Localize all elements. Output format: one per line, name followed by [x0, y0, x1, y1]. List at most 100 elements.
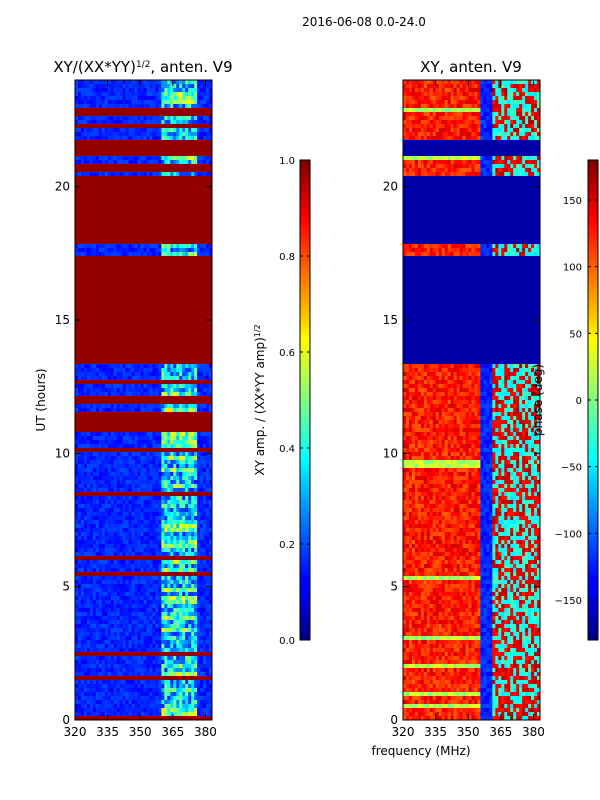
heatmap-cell	[95, 256, 100, 261]
heatmap-cell	[77, 416, 82, 421]
heatmap-cell	[161, 312, 165, 317]
heatmap-cell	[77, 164, 82, 169]
heatmap-cell	[125, 372, 130, 377]
heatmap-cell	[95, 204, 100, 209]
heatmap-cell	[197, 148, 201, 153]
heatmap-cell	[104, 244, 109, 249]
heatmap-cell	[134, 208, 139, 213]
heatmap-cell	[83, 444, 88, 449]
heatmap-cell	[194, 124, 198, 129]
heatmap-cell	[203, 140, 207, 145]
heatmap-cell	[173, 484, 177, 489]
heatmap-cell	[92, 408, 97, 413]
heatmap-cell	[158, 364, 162, 369]
left-panel-title: XY/(XX*YY)1/2, anten. V9	[53, 58, 232, 76]
heatmap-cell	[173, 436, 177, 441]
heatmap-cell	[116, 248, 121, 253]
heatmap-cell	[140, 388, 145, 393]
heatmap-cell	[203, 496, 207, 501]
heatmap-cell	[77, 348, 82, 353]
heatmap-cell	[119, 500, 124, 505]
heatmap-cell	[75, 96, 79, 101]
heatmap-cell	[128, 364, 133, 369]
heatmap-cell	[197, 348, 201, 353]
heatmap-cell	[107, 476, 112, 481]
heatmap-cell	[113, 220, 118, 225]
heatmap-cell	[194, 128, 198, 133]
heatmap-cell	[77, 412, 82, 417]
heatmap-cell	[194, 456, 198, 461]
heatmap-cell	[86, 268, 91, 273]
heatmap-cell	[125, 444, 130, 449]
heatmap-cell	[152, 468, 157, 473]
heatmap-cell	[128, 284, 133, 289]
heatmap-cell	[203, 176, 207, 181]
heatmap-cell	[158, 256, 162, 261]
heatmap-cell	[131, 228, 136, 233]
heatmap-cell	[188, 128, 192, 133]
heatmap-cell	[77, 376, 82, 381]
heatmap-cell	[203, 320, 207, 325]
heatmap-cell	[161, 412, 165, 417]
heatmap-cell	[176, 464, 180, 469]
heatmap-cell	[209, 316, 212, 321]
heatmap-cell	[140, 276, 145, 281]
heatmap-cell	[173, 460, 177, 465]
heatmap-cell	[170, 332, 174, 337]
heatmap-cell	[95, 116, 100, 121]
heatmap-cell	[209, 484, 212, 489]
heatmap-cell	[128, 276, 133, 281]
heatmap-cell	[83, 496, 88, 501]
heatmap-cell	[152, 264, 157, 269]
heatmap-cell	[104, 100, 109, 105]
heatmap-cell	[167, 320, 171, 325]
heatmap-cell	[95, 464, 100, 469]
heatmap-cell	[209, 456, 212, 461]
heatmap-cell	[89, 508, 94, 513]
heatmap-cell	[200, 100, 204, 105]
heatmap-cell	[77, 408, 82, 413]
heatmap-cell	[83, 216, 88, 221]
heatmap-cell	[83, 88, 88, 93]
heatmap-cell	[77, 160, 82, 165]
heatmap-cell	[77, 236, 82, 241]
heatmap-cell	[197, 388, 201, 393]
heatmap-cell	[140, 392, 145, 397]
heatmap-cell	[101, 484, 106, 489]
heatmap-cell	[107, 312, 112, 317]
heatmap-cell	[77, 388, 82, 393]
heatmap-cell	[143, 492, 148, 497]
heatmap-cell	[170, 144, 174, 149]
heatmap-cell	[122, 412, 127, 417]
heatmap-cell	[209, 488, 212, 493]
heatmap-cell	[125, 352, 130, 357]
heatmap-cell	[101, 96, 106, 101]
heatmap-cell	[197, 300, 201, 305]
heatmap-cell	[86, 80, 91, 85]
heatmap-cell	[182, 356, 186, 361]
heatmap-cell	[89, 372, 94, 377]
heatmap-cell	[200, 236, 204, 241]
heatmap-cell	[83, 156, 88, 161]
heatmap-cell	[158, 384, 162, 389]
heatmap-cell	[176, 352, 180, 357]
heatmap-cell	[149, 256, 154, 261]
heatmap-cell	[116, 464, 121, 469]
heatmap-cell	[98, 80, 103, 85]
heatmap-cell	[146, 440, 151, 445]
heatmap-cell	[101, 104, 106, 109]
heatmap-cell	[131, 496, 136, 501]
heatmap-cell	[170, 284, 174, 289]
heatmap-cell	[176, 272, 180, 277]
heatmap-cell	[77, 292, 82, 297]
heatmap-cell	[80, 264, 85, 269]
heatmap-cell	[98, 440, 103, 445]
heatmap-cell	[194, 320, 198, 325]
heatmap-cell	[125, 400, 130, 405]
heatmap-cell	[170, 152, 174, 157]
heatmap-cell	[182, 384, 186, 389]
heatmap-cell	[158, 468, 162, 473]
heatmap-cell	[116, 288, 121, 293]
heatmap-cell	[185, 140, 189, 145]
heatmap-cell	[206, 100, 210, 105]
